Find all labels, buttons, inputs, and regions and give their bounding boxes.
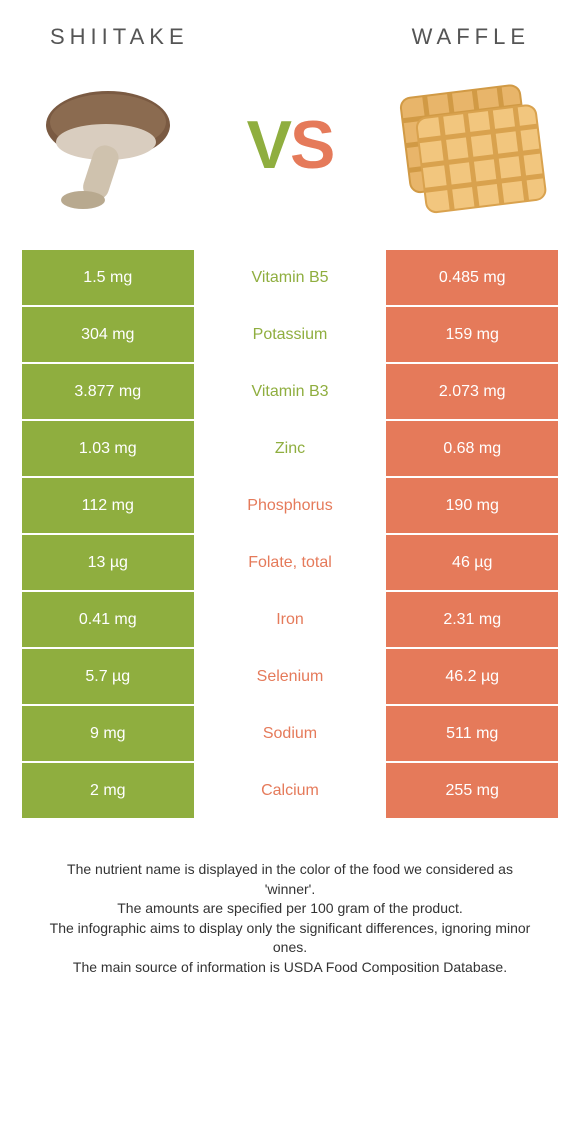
nutrient-row: 304 mgPotassium159 mg (22, 307, 558, 364)
header-row: Shiitake Waffle (0, 0, 580, 60)
left-value-cell: 112 mg (22, 478, 194, 533)
nutrient-name-cell: Calcium (194, 763, 387, 818)
right-value-cell: 46.2 µg (386, 649, 558, 704)
vs-label: VS (247, 106, 334, 184)
left-food-title: Shiitake (50, 24, 189, 50)
nutrient-table: 1.5 mgVitamin B50.485 mg304 mgPotassium1… (0, 250, 580, 820)
footer-line-3: The infographic aims to display only the… (40, 919, 540, 958)
left-value-cell: 1.5 mg (22, 250, 194, 305)
right-value-cell: 511 mg (386, 706, 558, 761)
footer-line-2: The amounts are specified per 100 gram o… (40, 899, 540, 919)
nutrient-row: 5.7 µgSelenium46.2 µg (22, 649, 558, 706)
nutrient-row: 13 µgFolate, total46 µg (22, 535, 558, 592)
nutrient-name-cell: Folate, total (194, 535, 387, 590)
left-value-cell: 5.7 µg (22, 649, 194, 704)
left-value-cell: 3.877 mg (22, 364, 194, 419)
nutrient-row: 9 mgSodium511 mg (22, 706, 558, 763)
nutrient-row: 0.41 mgIron2.31 mg (22, 592, 558, 649)
left-value-cell: 0.41 mg (22, 592, 194, 647)
right-food-title: Waffle (412, 24, 530, 50)
left-value-cell: 2 mg (22, 763, 194, 818)
nutrient-name-cell: Vitamin B3 (194, 364, 387, 419)
left-value-cell: 9 mg (22, 706, 194, 761)
nutrient-name-cell: Iron (194, 592, 387, 647)
nutrient-row: 112 mgPhosphorus190 mg (22, 478, 558, 535)
right-value-cell: 159 mg (386, 307, 558, 362)
right-value-cell: 2.31 mg (386, 592, 558, 647)
hero-row: VS (0, 60, 580, 250)
right-value-cell: 190 mg (386, 478, 558, 533)
right-value-cell: 46 µg (386, 535, 558, 590)
nutrient-name-cell: Selenium (194, 649, 387, 704)
nutrient-row: 2 mgCalcium255 mg (22, 763, 558, 820)
nutrient-row: 1.5 mgVitamin B50.485 mg (22, 250, 558, 307)
vs-s: S (290, 107, 333, 183)
right-value-cell: 2.073 mg (386, 364, 558, 419)
footer-line-1: The nutrient name is displayed in the co… (40, 860, 540, 899)
nutrient-name-cell: Phosphorus (194, 478, 387, 533)
left-value-cell: 13 µg (22, 535, 194, 590)
right-value-cell: 255 mg (386, 763, 558, 818)
nutrient-name-cell: Vitamin B5 (194, 250, 387, 305)
nutrient-row: 3.877 mgVitamin B32.073 mg (22, 364, 558, 421)
nutrient-name-cell: Sodium (194, 706, 387, 761)
right-value-cell: 0.68 mg (386, 421, 558, 476)
right-value-cell: 0.485 mg (386, 250, 558, 305)
footer-text: The nutrient name is displayed in the co… (0, 820, 580, 978)
footer-line-4: The main source of information is USDA F… (40, 958, 540, 978)
left-value-cell: 304 mg (22, 307, 194, 362)
waffle-image (382, 70, 552, 220)
nutrient-row: 1.03 mgZinc0.68 mg (22, 421, 558, 478)
shiitake-image (28, 70, 198, 220)
nutrient-name-cell: Potassium (194, 307, 387, 362)
left-value-cell: 1.03 mg (22, 421, 194, 476)
nutrient-name-cell: Zinc (194, 421, 387, 476)
vs-v: V (247, 107, 290, 183)
